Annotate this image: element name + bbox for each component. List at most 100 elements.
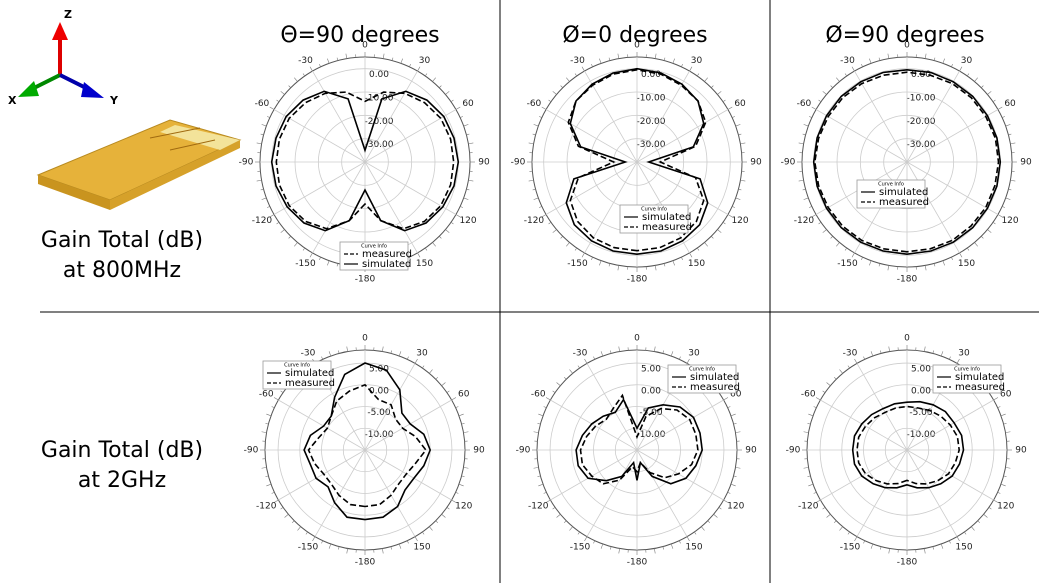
minor-tick	[569, 369, 573, 374]
r-tick-label: -20.00	[636, 117, 665, 127]
minor-tick	[663, 263, 666, 267]
polar-chart: 0.00 -10.00 -20.00 -30.00 0 30 60 90 120 150 -180 -…	[511, 23, 762, 285]
minor-tick	[532, 188, 536, 191]
pattern-line	[851, 400, 965, 489]
minor-tick	[880, 350, 882, 354]
axes-icon: Z X Y	[8, 8, 119, 107]
minor-tick	[678, 356, 681, 360]
legend-label: simulated	[955, 372, 1004, 383]
angle-tick-label: -150	[840, 542, 861, 552]
minor-tick	[704, 77, 708, 82]
pattern-line	[575, 397, 704, 485]
angle-tick-label: -30	[570, 56, 585, 66]
minor-tick	[987, 229, 992, 233]
minor-tick	[870, 351, 874, 357]
minor-tick	[670, 351, 674, 357]
minor-tick	[552, 507, 556, 510]
legend-title: Curve Info	[284, 363, 310, 369]
spoke	[906, 449, 958, 537]
angle-tick-label: -180	[355, 275, 376, 285]
angle-tick-label: -180	[897, 558, 918, 568]
minor-tick	[830, 85, 833, 88]
minor-tick	[1003, 423, 1007, 425]
minor-tick	[1005, 124, 1011, 127]
legend-label: measured	[285, 378, 335, 389]
minor-tick	[271, 491, 275, 494]
minor-tick	[346, 346, 348, 352]
minor-tick	[591, 257, 593, 261]
spoke	[906, 109, 999, 163]
minor-tick	[439, 85, 442, 88]
minor-tick	[997, 106, 1003, 110]
angle-tick-label: -60	[259, 390, 274, 400]
minor-tick	[312, 536, 316, 542]
minor-tick	[847, 365, 850, 369]
minor-tick	[435, 520, 439, 524]
minor-tick	[446, 507, 450, 510]
minor-tick	[730, 413, 736, 417]
minor-tick	[704, 242, 708, 247]
angle-tick-label: 90	[745, 446, 757, 456]
minor-tick	[528, 142, 534, 145]
angle-tick-label: -120	[256, 502, 277, 512]
minor-tick	[280, 507, 284, 510]
angle-tick-label: 30	[419, 56, 431, 66]
angle-tick-label: 150	[688, 259, 705, 269]
spoke	[636, 399, 724, 451]
minor-tick	[808, 206, 812, 208]
minor-tick	[382, 548, 384, 554]
angle-tick-label: -150	[298, 542, 319, 552]
minor-tick	[888, 346, 890, 352]
minor-tick	[822, 91, 827, 95]
minor-tick	[959, 252, 963, 258]
angle-tick-label: -120	[528, 502, 549, 512]
angle-tick-label: 30	[961, 56, 973, 66]
minor-tick	[563, 376, 567, 380]
r-tick-label: -5.00	[367, 408, 391, 418]
minor-tick	[297, 526, 301, 531]
minor-tick	[974, 77, 978, 82]
minor-tick	[689, 66, 693, 72]
minor-tick	[974, 242, 978, 247]
minor-tick	[722, 221, 726, 225]
minor-tick	[574, 247, 578, 251]
minor-tick	[880, 546, 882, 550]
minor-tick	[463, 431, 469, 433]
spoke	[364, 399, 452, 451]
minor-tick	[422, 531, 425, 535]
minor-tick	[446, 390, 450, 393]
minor-tick	[294, 242, 298, 247]
minor-tick	[888, 548, 890, 554]
minor-tick	[844, 247, 848, 251]
minor-tick	[528, 179, 534, 182]
r-tick-label: -10.00	[906, 94, 935, 104]
minor-tick	[878, 263, 881, 267]
minor-tick	[839, 369, 843, 374]
spoke	[854, 70, 908, 163]
r-tick-label: 0.00	[369, 70, 389, 80]
spoke	[906, 70, 960, 163]
minor-tick	[345, 53, 348, 59]
r-tick-label: 0.00	[641, 70, 661, 80]
minor-tick	[261, 197, 267, 200]
antenna	[36, 119, 242, 210]
minor-tick	[543, 491, 547, 494]
angle-tick-label: -150	[567, 259, 588, 269]
r-tick-label: -30.00	[364, 140, 393, 150]
minor-tick	[1010, 142, 1016, 145]
minor-tick	[971, 526, 975, 531]
pattern-line	[565, 67, 709, 256]
minor-tick	[458, 413, 464, 417]
minor-tick	[455, 406, 459, 409]
minor-tick	[552, 229, 557, 233]
minor-tick	[417, 66, 421, 72]
minor-tick	[940, 543, 944, 549]
minor-tick	[713, 514, 718, 518]
minor-tick	[574, 73, 578, 77]
minor-tick	[924, 346, 926, 352]
legend-title: Curve Info	[689, 367, 715, 373]
pattern-line	[856, 405, 961, 485]
minor-tick	[803, 467, 809, 469]
angle-tick-label: -120	[798, 502, 819, 512]
